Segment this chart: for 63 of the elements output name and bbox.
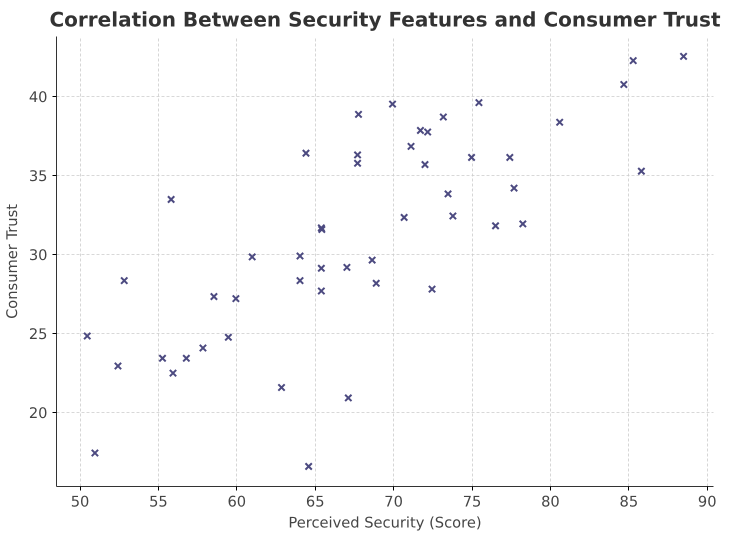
point (555, 118, 564, 126)
point (232, 294, 240, 303)
point (302, 149, 310, 158)
point (296, 252, 304, 260)
point (629, 56, 638, 65)
y-tick-label: 25 (28, 326, 48, 343)
point (620, 80, 628, 89)
point (510, 184, 518, 192)
chart-title: Correlation Between Security Features and Consumer Trust (50, 8, 721, 32)
point (304, 462, 313, 471)
x-tick-label: 55 (149, 494, 168, 510)
point (317, 264, 326, 272)
point (368, 256, 376, 264)
point (388, 100, 397, 108)
y-tick-label: 30 (28, 246, 48, 264)
point (277, 383, 286, 392)
point (90, 448, 100, 458)
point (467, 153, 476, 162)
x-tick-label: 70 (384, 494, 403, 510)
x-tick-label: 75 (462, 494, 482, 510)
point (168, 368, 178, 378)
x-tick-label: 60 (227, 494, 246, 510)
point (420, 160, 430, 169)
point (166, 195, 176, 204)
point (448, 212, 458, 220)
x-tick-label: 80 (541, 494, 560, 510)
x-tick-label: 85 (620, 494, 638, 510)
point (474, 98, 484, 107)
point (317, 286, 326, 296)
x-axis-title: Perceived Security (Score) (288, 514, 482, 532)
y-tick-label: 35 (28, 168, 48, 185)
point (506, 153, 514, 162)
point (637, 167, 646, 176)
point (210, 292, 218, 301)
y-tick-label: 20 (28, 404, 48, 422)
point (344, 394, 352, 402)
point (353, 159, 362, 168)
point (83, 332, 92, 340)
point (353, 150, 362, 160)
point (439, 112, 448, 122)
point (491, 222, 500, 230)
point (224, 333, 233, 342)
point (444, 190, 452, 198)
point (120, 276, 128, 285)
point (400, 213, 408, 222)
point (198, 344, 208, 352)
point (182, 354, 191, 362)
x-tick-label: 65 (306, 494, 325, 510)
point (342, 263, 352, 272)
point (428, 284, 436, 294)
point (518, 220, 528, 228)
x-tick-label: 90 (698, 494, 717, 510)
point (406, 142, 416, 151)
y-tick-label: 40 (28, 89, 48, 106)
point (354, 110, 363, 119)
y-axis-title: Consumer Trust (4, 204, 21, 319)
point (248, 252, 256, 262)
point (114, 362, 122, 370)
point (679, 52, 688, 61)
x-tick-label: 50 (70, 494, 90, 510)
point (296, 276, 304, 285)
point (158, 354, 167, 362)
point (372, 279, 380, 288)
